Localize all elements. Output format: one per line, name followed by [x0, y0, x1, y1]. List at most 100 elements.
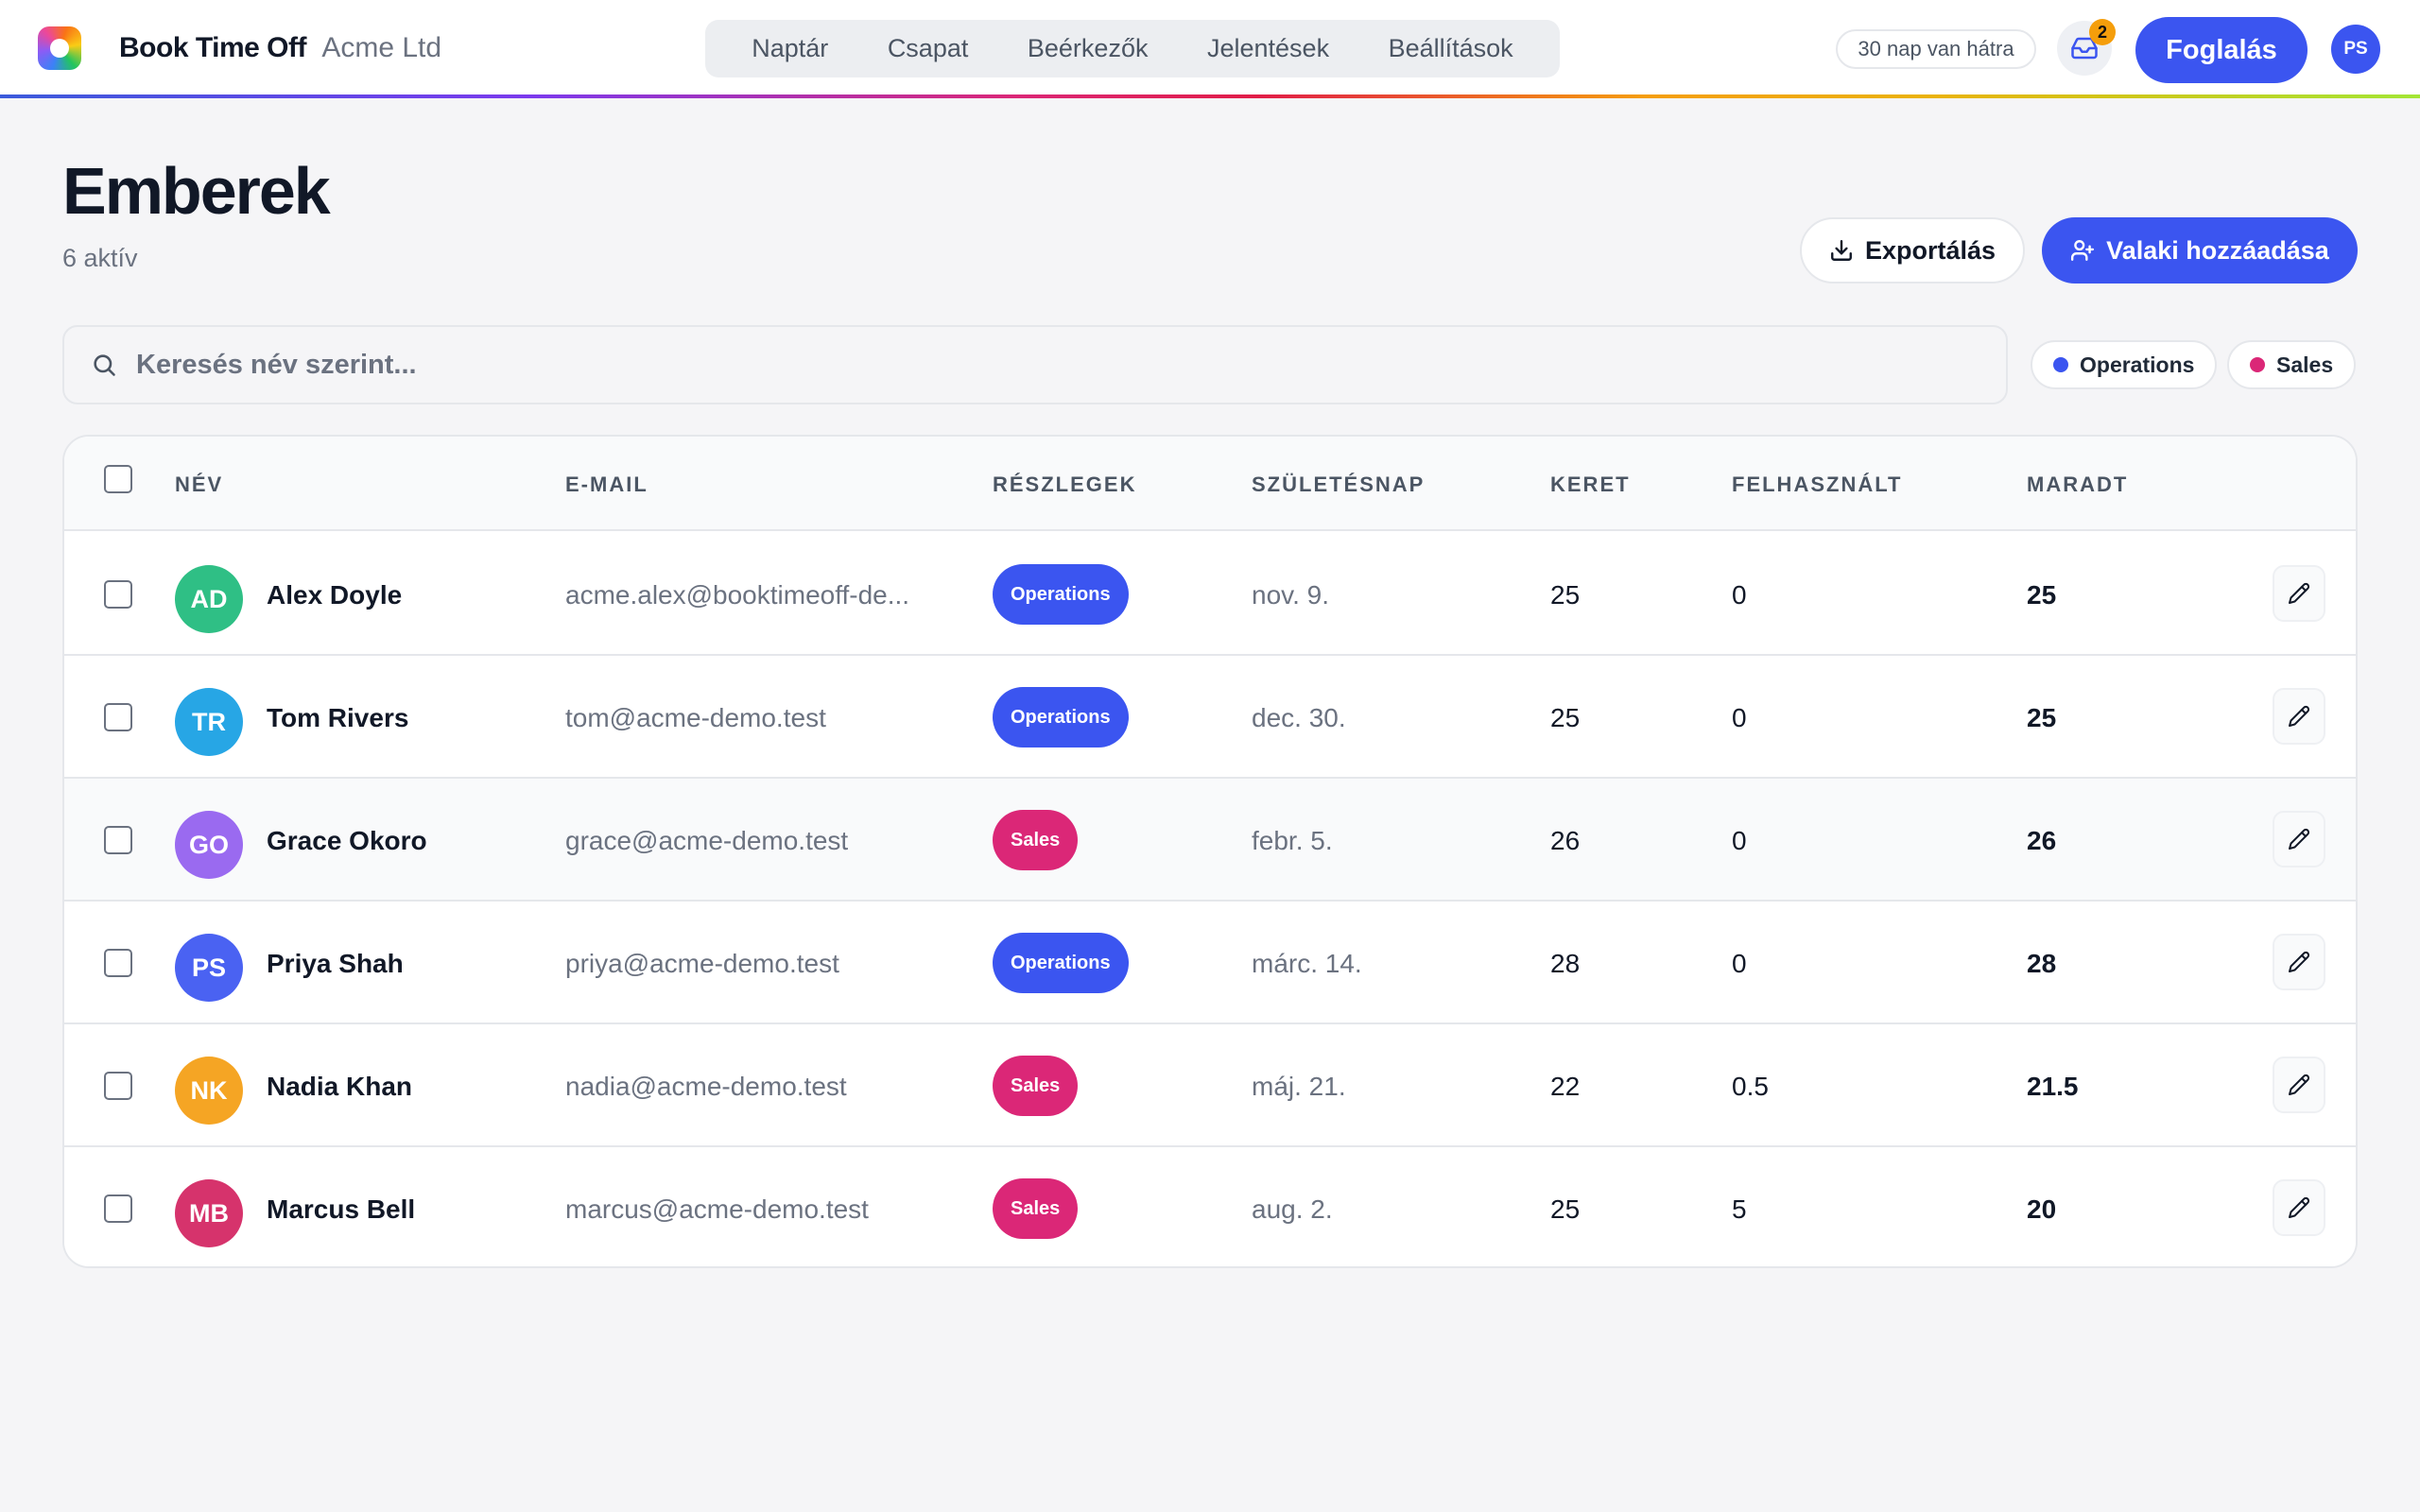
table-row[interactable]: AD Alex Doyle acme.alex@booktimeoff-de... O…	[64, 533, 2356, 656]
column-header-email[interactable]: E-MAIL	[565, 472, 648, 496]
column-header-departments[interactable]: RÉSZLEGEK	[993, 472, 1137, 496]
used-days: 0	[1732, 580, 1747, 610]
row-checkbox[interactable]	[104, 703, 132, 731]
column-header-birthday[interactable]: SZÜLETÉSNAP	[1252, 472, 1426, 496]
row-checkbox[interactable]	[104, 1194, 132, 1223]
person-name[interactable]: Tom Rivers	[267, 703, 409, 732]
brand: Book Time Off Acme Ltd	[119, 32, 441, 64]
person-email: marcus@acme-demo.test	[565, 1194, 869, 1224]
department-badge: Operations	[993, 564, 1129, 625]
avatar: TR	[175, 688, 243, 756]
app-logo[interactable]	[38, 26, 81, 70]
birthday: márc. 14.	[1252, 949, 1362, 978]
remaining-days: 21.5	[2027, 1072, 2079, 1101]
remaining-days: 25	[2027, 580, 2057, 610]
add-person-button[interactable]: Valaki hozzáadása	[2042, 217, 2358, 284]
add-person-label: Valaki hozzáadása	[2106, 235, 2329, 265]
filter-chip-label: Sales	[2276, 352, 2334, 377]
inbox-count-badge: 2	[2089, 19, 2116, 45]
person-name[interactable]: Alex Doyle	[267, 580, 403, 610]
used-days: 0	[1732, 703, 1747, 732]
birthday: nov. 9.	[1252, 580, 1329, 610]
department-badge: Operations	[993, 687, 1129, 747]
avatar: MB	[175, 1179, 243, 1247]
pencil-icon	[2289, 705, 2310, 727]
inbox-button[interactable]: 2	[2057, 19, 2116, 76]
person-email: acme.alex@booktimeoff-de...	[565, 580, 910, 610]
quota: 25	[1550, 703, 1581, 732]
nav-item-reports[interactable]: Jelentések	[1206, 34, 1330, 62]
used-days: 5	[1732, 1194, 1747, 1224]
filter-chip-sales[interactable]: Sales	[2227, 340, 2357, 389]
person-name[interactable]: Grace Okoro	[267, 826, 427, 855]
nav-item-settings[interactable]: Beállítások	[1388, 34, 1513, 62]
avatar: AD	[175, 565, 243, 633]
table-row[interactable]: GO Grace Okoro grace@acme-demo.test Sales fe…	[64, 779, 2356, 902]
pencil-icon	[2289, 828, 2310, 850]
remaining-days: 25	[2027, 703, 2057, 732]
department-badge: Operations	[993, 933, 1129, 993]
search-input[interactable]	[136, 349, 1932, 381]
person-email: nadia@acme-demo.test	[565, 1072, 847, 1101]
person-email: grace@acme-demo.test	[565, 826, 849, 855]
table-row[interactable]: TR Tom Rivers tom@acme-demo.test Operations…	[64, 656, 2356, 779]
column-header-name[interactable]: NÉV	[175, 472, 224, 496]
department-badge: Sales	[993, 810, 1079, 870]
operations-dot	[2053, 357, 2068, 372]
avatar: NK	[175, 1057, 243, 1125]
remaining-days: 28	[2027, 949, 2057, 978]
top-bar: Book Time Off Acme Ltd Naptár Csapat Beé…	[0, 0, 2420, 98]
pencil-icon	[2289, 582, 2310, 604]
birthday: máj. 21.	[1252, 1072, 1346, 1101]
header-gradient-rule	[0, 94, 2420, 98]
person-email: tom@acme-demo.test	[565, 703, 826, 732]
nav-item-team[interactable]: Csapat	[887, 34, 969, 62]
nav-item-inbox[interactable]: Beérkezők	[1027, 34, 1149, 62]
quota: 26	[1550, 826, 1581, 855]
person-name[interactable]: Priya Shah	[267, 949, 404, 978]
row-checkbox[interactable]	[104, 1072, 132, 1100]
pencil-icon	[2289, 951, 2310, 972]
table-header: NÉV E-MAIL RÉSZLEGEK SZÜLETÉSNAP KERET F…	[64, 437, 2356, 531]
pencil-icon	[2289, 1074, 2310, 1095]
column-header-remaining[interactable]: MARADT	[2027, 472, 2129, 496]
edit-button[interactable]	[2273, 688, 2325, 745]
page-title: Emberek	[62, 154, 331, 228]
edit-button[interactable]	[2273, 565, 2325, 622]
search-icon	[94, 354, 115, 376]
department-badge: Sales	[993, 1056, 1079, 1116]
column-header-used[interactable]: FELHASZNÁLT	[1732, 472, 1903, 496]
book-button[interactable]: Foglalás	[2135, 17, 2308, 83]
app-name: Book Time Off	[119, 32, 306, 63]
export-label: Exportálás	[1864, 235, 1996, 265]
user-avatar[interactable]: PS	[2331, 25, 2380, 74]
org-name: Acme Ltd	[321, 32, 442, 63]
row-checkbox[interactable]	[104, 949, 132, 977]
department-badge: Sales	[993, 1178, 1079, 1239]
select-all-checkbox[interactable]	[104, 465, 132, 493]
edit-button[interactable]	[2273, 1057, 2325, 1113]
table-row[interactable]: PS Priya Shah priya@acme-demo.test Operatio…	[64, 902, 2356, 1024]
days-left-badge: 30 nap van hátra	[1836, 29, 2036, 69]
birthday: aug. 2.	[1252, 1194, 1333, 1224]
table-row[interactable]: MB Marcus Bell marcus@acme-demo.test Sales a…	[64, 1147, 2356, 1266]
filter-chip-operations[interactable]: Operations	[2031, 340, 2218, 389]
sales-dot	[2250, 357, 2265, 372]
row-checkbox[interactable]	[104, 826, 132, 854]
filter-chip-label: Operations	[2080, 352, 2195, 377]
edit-button[interactable]	[2273, 1179, 2325, 1236]
column-header-quota[interactable]: KERET	[1550, 472, 1631, 496]
avatar: PS	[175, 934, 243, 1002]
nav-item-calendar[interactable]: Naptár	[752, 34, 829, 62]
person-name[interactable]: Nadia Khan	[267, 1072, 413, 1101]
edit-button[interactable]	[2273, 934, 2325, 990]
edit-button[interactable]	[2273, 811, 2325, 868]
person-name[interactable]: Marcus Bell	[267, 1194, 416, 1224]
remaining-days: 20	[2027, 1194, 2057, 1224]
used-days: 0	[1732, 826, 1747, 855]
user-plus-icon	[2071, 240, 2095, 261]
table-row[interactable]: NK Nadia Khan nadia@acme-demo.test Sales máj…	[64, 1024, 2356, 1147]
main-nav: Naptár Csapat Beérkezők Jelentések Beáll…	[705, 20, 1560, 77]
row-checkbox[interactable]	[104, 580, 132, 609]
export-button[interactable]: Exportálás	[1800, 217, 2025, 284]
